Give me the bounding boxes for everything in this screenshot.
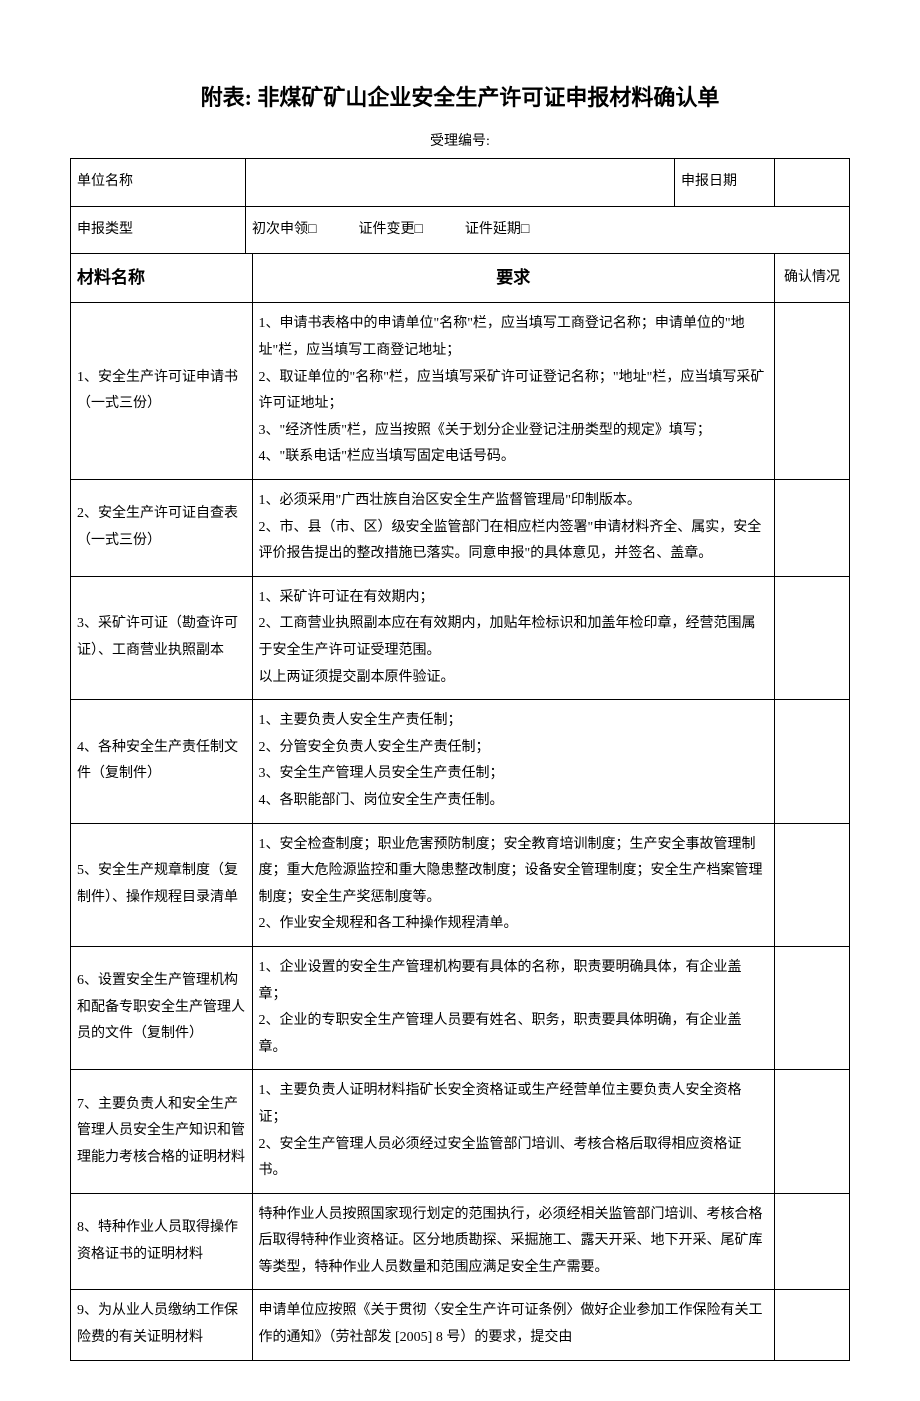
table-row: 9、为从业人员缴纳工作保险费的有关证明材料申请单位应按照《关于贯彻〈安全生产许可… [71, 1290, 850, 1360]
confirm-cell [775, 480, 850, 577]
declare-date-value [775, 159, 850, 207]
material-name-cell: 6、设置安全生产管理机构和配备专职安全生产管理人员的文件（复制件） [71, 946, 253, 1069]
material-name-cell: 9、为从业人员缴纳工作保险费的有关证明材料 [71, 1290, 253, 1360]
confirm-cell [775, 946, 850, 1069]
requirement-header: 要求 [252, 254, 775, 303]
material-name-cell: 5、安全生产规章制度（复制件）、操作规程目录清单 [71, 823, 253, 946]
requirement-cell: 1、申请书表格中的申请单位"名称"栏，应当填写工商登记名称；申请单位的"地址"栏… [252, 303, 775, 480]
requirement-cell: 1、主要负责人证明材料指矿长安全资格证或生产经营单位主要负责人安全资格证； 2、… [252, 1070, 775, 1193]
requirement-cell: 1、必须采用"广西壮族自治区安全生产监督管理局"印制版本。 2、市、县（市、区）… [252, 480, 775, 577]
declare-date-label: 申报日期 [675, 159, 775, 207]
declare-type-label: 申报类型 [71, 206, 246, 254]
header-row-2: 申报类型 初次申领□ 证件变更□ 证件延期□ [71, 206, 850, 254]
table-row: 3、采矿许可证（勘查许可证）、工商营业执照副本1、采矿许可证在有效期内； 2、工… [71, 576, 850, 699]
confirm-header: 确认情况 [775, 254, 850, 303]
requirement-cell: 1、采矿许可证在有效期内； 2、工商营业执照副本应在有效期内，加贴年检标识和加盖… [252, 576, 775, 699]
column-header-row: 材料名称 要求 确认情况 [71, 254, 850, 303]
header-row-1: 单位名称 申报日期 [71, 159, 850, 207]
table-row: 5、安全生产规章制度（复制件）、操作规程目录清单1、安全检查制度；职业危害预防制… [71, 823, 850, 946]
confirm-cell [775, 1290, 850, 1360]
requirement-cell: 1、企业设置的安全生产管理机构要有具体的名称，职责要明确具体，有企业盖章； 2、… [252, 946, 775, 1069]
confirm-cell [775, 1193, 850, 1290]
confirm-cell [775, 303, 850, 480]
requirement-cell: 1、主要负责人安全生产责任制； 2、分管安全负责人安全生产责任制； 3、安全生产… [252, 700, 775, 823]
confirm-cell [775, 700, 850, 823]
requirement-cell: 1、安全检查制度；职业危害预防制度；安全教育培训制度；生产安全事故管理制度；重大… [252, 823, 775, 946]
material-name-header: 材料名称 [71, 254, 253, 303]
material-name-cell: 7、主要负责人和安全生产管理人员安全生产知识和管理能力考核合格的证明材料 [71, 1070, 253, 1193]
table-row: 1、安全生产许可证申请书（一式三份）1、申请书表格中的申请单位"名称"栏，应当填… [71, 303, 850, 480]
acceptance-number: 受理编号: [70, 130, 850, 150]
material-name-cell: 2、安全生产许可证自查表（一式三份） [71, 480, 253, 577]
table-row: 4、各种安全生产责任制文件（复制件）1、主要负责人安全生产责任制； 2、分管安全… [71, 700, 850, 823]
table-row: 7、主要负责人和安全生产管理人员安全生产知识和管理能力考核合格的证明材料1、主要… [71, 1070, 850, 1193]
material-name-cell: 4、各种安全生产责任制文件（复制件） [71, 700, 253, 823]
confirm-cell [775, 1070, 850, 1193]
table-row: 6、设置安全生产管理机构和配备专职安全生产管理人员的文件（复制件）1、企业设置的… [71, 946, 850, 1069]
confirm-cell [775, 576, 850, 699]
material-name-cell: 8、特种作业人员取得操作资格证书的证明材料 [71, 1193, 253, 1290]
requirement-cell: 特种作业人员按照国家现行划定的范围执行，必须经相关监管部门培训、考核合格后取得特… [252, 1193, 775, 1290]
confirmation-table: 单位名称 申报日期 申报类型 初次申领□ 证件变更□ 证件延期□ 材料名称 要求… [70, 158, 850, 1361]
requirement-cell: 申请单位应按照《关于贯彻〈安全生产许可证条例〉做好企业参加工作保险有关工作的通知… [252, 1290, 775, 1360]
confirm-cell [775, 823, 850, 946]
declare-type-options: 初次申领□ 证件变更□ 证件延期□ [246, 206, 850, 254]
table-row: 2、安全生产许可证自查表（一式三份）1、必须采用"广西壮族自治区安全生产监督管理… [71, 480, 850, 577]
unit-name-label: 单位名称 [71, 159, 246, 207]
material-name-cell: 3、采矿许可证（勘查许可证）、工商营业执照副本 [71, 576, 253, 699]
document-title: 附表: 非煤矿矿山企业安全生产许可证申报材料确认单 [70, 80, 850, 112]
unit-name-value [246, 159, 675, 207]
material-name-cell: 1、安全生产许可证申请书（一式三份） [71, 303, 253, 480]
table-row: 8、特种作业人员取得操作资格证书的证明材料特种作业人员按照国家现行划定的范围执行… [71, 1193, 850, 1290]
